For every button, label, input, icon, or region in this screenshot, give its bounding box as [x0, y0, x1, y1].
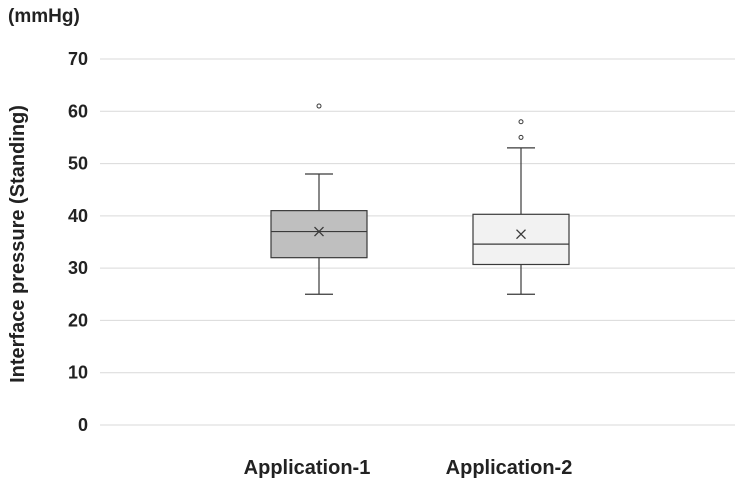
- y-tick-label: 20: [68, 310, 88, 330]
- y-tick-label: 50: [68, 154, 88, 174]
- y-axis-label: Interface pressure (Standing): [7, 105, 29, 383]
- outlier-point: [316, 103, 322, 109]
- mean-marker: [516, 229, 526, 240]
- mean-marker: [314, 226, 324, 237]
- y-tick-label: 0: [78, 415, 88, 435]
- y-tick-label: 70: [68, 49, 88, 69]
- y-tick-label: 60: [68, 101, 88, 121]
- category-label: Application-1: [244, 457, 371, 479]
- iqr-box: [270, 210, 368, 259]
- category-label: Application-2: [446, 457, 573, 479]
- gridlines: [100, 58, 735, 426]
- unit-label: (mmHg): [8, 6, 80, 27]
- box-1: [270, 103, 368, 295]
- y-tick-label: 30: [68, 258, 88, 278]
- y-tick-label: 10: [68, 363, 88, 383]
- outlier-point: [518, 119, 524, 125]
- y-tick-labels: 0 10 20 30 40 50 60 70: [68, 49, 88, 435]
- y-tick-label: 40: [68, 206, 88, 226]
- box-series: [270, 103, 570, 295]
- category-labels: Application-1 Application-2: [244, 457, 573, 479]
- box-2: [472, 119, 570, 295]
- outlier-point: [518, 134, 524, 140]
- iqr-box: [472, 213, 570, 266]
